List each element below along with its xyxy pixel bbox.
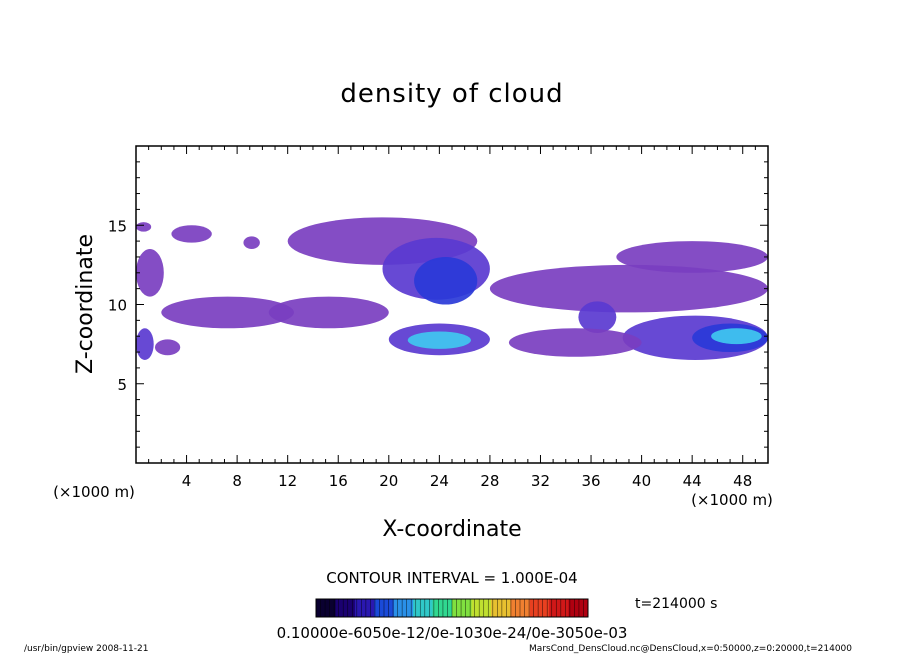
cloud-region-11 [578, 301, 617, 334]
footer-right: MarsCond_DensCloud.nc@DensCloud,x=0:5000… [529, 644, 852, 654]
cloud-region-8 [268, 296, 389, 329]
colorbar-segment [354, 599, 375, 617]
x-tick-label: 44 [683, 472, 702, 490]
cloud-field [136, 217, 768, 360]
x-tick-label: 32 [531, 472, 550, 490]
cloud-region-10 [616, 241, 768, 273]
colorbar-segment [413, 599, 434, 617]
cloud-region-0 [136, 222, 152, 232]
cloud-region-17 [136, 328, 154, 360]
cloud-region-5 [414, 256, 478, 305]
colorbar-segment [432, 599, 453, 617]
x-tick-label: 4 [182, 472, 192, 490]
x-tick-labels: 4 8 12 16 20 24 28 32 36 40 44 48 [182, 472, 752, 490]
colorbar [315, 598, 589, 618]
x-tick-label: 12 [278, 472, 297, 490]
cloud-region-1 [171, 225, 212, 243]
x-unit-label: (×1000 m) [691, 491, 773, 509]
y-tick-label: 15 [108, 217, 127, 235]
x-tick-label: 16 [329, 472, 348, 490]
colorbar-segment [490, 599, 511, 617]
cloud-region-7 [161, 296, 294, 329]
colorbar-segment [471, 599, 492, 617]
cloud-region-18 [154, 339, 181, 356]
x-tick-label: 36 [581, 472, 600, 490]
y-unit-label: (×1000 m) [53, 483, 135, 501]
contour-interval: CONTOUR INTERVAL = 1.000E-04 [326, 569, 577, 587]
cloud-region-13 [407, 331, 471, 349]
cloud-region-2 [243, 236, 260, 250]
x-tick-label: 40 [632, 472, 651, 490]
colorbar-segment [549, 599, 570, 617]
footer-left: /usr/bin/gpview 2008-11-21 [24, 644, 148, 654]
chart-title: density of cloud [340, 79, 563, 109]
y-axis-label: Z-coordinate [73, 234, 98, 374]
x-tick-label: 24 [430, 472, 449, 490]
x-tick-label: 28 [480, 472, 499, 490]
x-tick-label: 8 [232, 472, 242, 490]
colorbar-segment [529, 599, 550, 617]
colorbar-segment [568, 599, 589, 617]
colorbar-segment [316, 599, 336, 617]
x-tick-label: 20 [379, 472, 398, 490]
time-label: t=214000 s [635, 596, 717, 612]
y-tick-label: 5 [117, 376, 127, 394]
y-tick-label: 10 [108, 297, 127, 315]
colorbar-segment [393, 599, 414, 617]
axis-ticks [136, 146, 768, 463]
y-tick-labels: 5 10 15 [108, 217, 127, 394]
colorbar-segment [335, 599, 356, 617]
cloud-region-9 [489, 264, 768, 313]
colorbar-labels: 0.10000e-6050e-12/0e-1030e-24/0e-3050e-0… [277, 624, 628, 642]
colorbar-frame [315, 598, 589, 618]
cloud-region-19 [508, 328, 642, 357]
x-tick-label: 48 [733, 472, 752, 490]
cloud-region-6 [136, 249, 164, 297]
x-axis-label: X-coordinate [382, 517, 521, 542]
colorbar-segment [452, 599, 472, 617]
cloud-region-16 [711, 328, 762, 345]
